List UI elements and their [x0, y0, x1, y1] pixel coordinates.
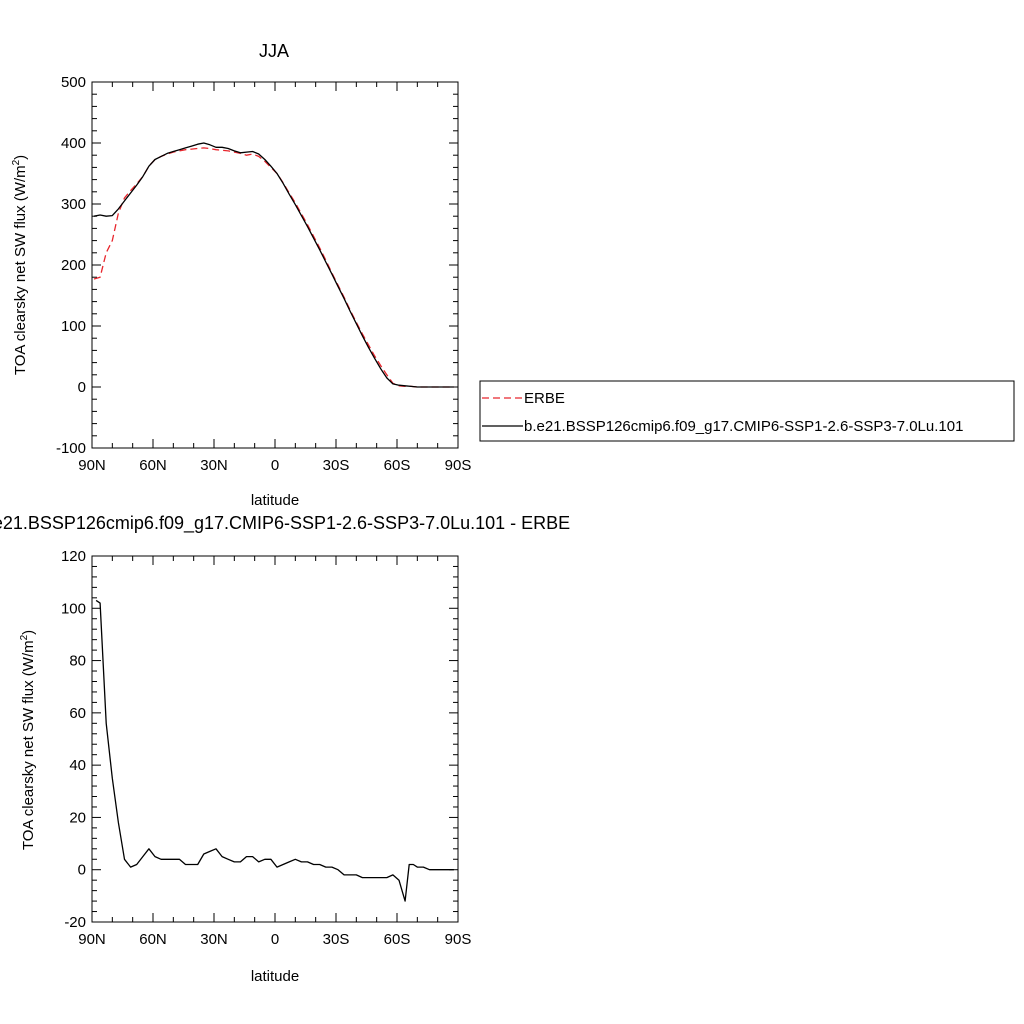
- top-series-line-1: [93, 142, 454, 388]
- top-y-axis-label: TOA clearsky net SW flux (W/m2): [11, 155, 29, 375]
- top-y-tick-label: 300: [61, 196, 86, 213]
- legend: ERBE b.e21.BSSP126cmip6.f09_g17.CMIP6-SS…: [479, 380, 1015, 442]
- top-y-tick-label: 200: [61, 257, 86, 274]
- bottom-y-tick-label: -20: [64, 914, 86, 931]
- bottom-x-tick-label: 30S: [323, 931, 350, 948]
- top-series-lines: [93, 142, 454, 388]
- bottom-y-tick-label: 20: [69, 809, 86, 826]
- top-x-tick-label: 0: [271, 457, 279, 474]
- top-plot-frame: [91, 81, 459, 449]
- top-x-tick-label: 90S: [445, 457, 472, 474]
- top-y-tick-label: 0: [78, 379, 86, 396]
- top-x-ticks: 90N 60N 30N 0 30S 60S 90S: [78, 82, 471, 474]
- bottom-y-ticks: -20 0 20 40 60 80 100 120: [61, 548, 458, 931]
- top-x-tick-label: 60N: [139, 457, 167, 474]
- top-panel-title: JJA: [259, 41, 289, 61]
- bottom-y-tick-label: 0: [78, 862, 86, 879]
- bottom-y-tick-label: 100: [61, 600, 86, 617]
- legend-box: [479, 380, 1015, 442]
- bottom-series-lines: [95, 599, 454, 902]
- bottom-x-tick-label: 60S: [384, 931, 411, 948]
- top-y-tick-label: 400: [61, 135, 86, 152]
- top-y-axis-label-text: TOA clearsky net SW flux (W/m: [12, 165, 29, 375]
- bottom-x-tick-label: 60N: [139, 931, 167, 948]
- top-x-tick-label: 30S: [323, 457, 350, 474]
- top-x-tick-label: 30N: [200, 457, 228, 474]
- top-panel: JJA -100 0 100 200 300 400 500 90N 60N 30N 0 30S 60…: [11, 41, 471, 509]
- top-y-tick-label: -100: [56, 440, 86, 457]
- bottom-x-tick-label: 90S: [445, 931, 472, 948]
- bottom-y-axis-label-text: TOA clearsky net SW flux (W/m: [20, 640, 37, 850]
- legend-label-model: b.e21.BSSP126cmip6.f09_g17.CMIP6-SSP1-2.…: [524, 418, 963, 435]
- bottom-y-tick-label: 40: [69, 757, 86, 774]
- bottom-y-axis-label-end: ): [20, 630, 37, 635]
- top-y-ticks: -100 0 100 200 300 400 500: [56, 74, 458, 457]
- bottom-x-tick-label: 0: [271, 931, 279, 948]
- bottom-y-axis-label: TOA clearsky net SW flux (W/m2): [19, 630, 37, 850]
- bottom-series-line-0: [95, 599, 454, 902]
- top-x-axis-label: latitude: [251, 492, 299, 509]
- top-y-tick-label: 100: [61, 318, 86, 335]
- bottom-x-tick-label: 30N: [200, 931, 228, 948]
- bottom-x-axis-label: latitude: [251, 968, 299, 985]
- bottom-y-axis-label-sup: 2: [19, 634, 30, 640]
- top-x-tick-label: 90N: [78, 457, 106, 474]
- bottom-x-tick-label: 90N: [78, 931, 106, 948]
- bottom-x-ticks: 90N 60N 30N 0 30S 60S 90S: [78, 556, 471, 948]
- top-x-tick-label: 60S: [384, 457, 411, 474]
- bottom-y-tick-label: 120: [61, 548, 86, 565]
- bottom-plot-frame: [91, 555, 459, 923]
- legend-label-erbe: ERBE: [524, 390, 565, 407]
- top-y-tick-label: 500: [61, 74, 86, 91]
- top-y-axis-label-sup: 2: [11, 159, 22, 165]
- bottom-panel-title: b.e21.BSSP126cmip6.f09_g17.CMIP6-SSP1-2.…: [0, 513, 570, 534]
- top-series-line-0: [93, 147, 454, 388]
- bottom-panel: b.e21.BSSP126cmip6.f09_g17.CMIP6-SSP1-2.…: [0, 513, 570, 985]
- bottom-y-tick-label: 60: [69, 705, 86, 722]
- bottom-y-tick-label: 80: [69, 653, 86, 670]
- top-y-axis-label-end: ): [12, 155, 29, 160]
